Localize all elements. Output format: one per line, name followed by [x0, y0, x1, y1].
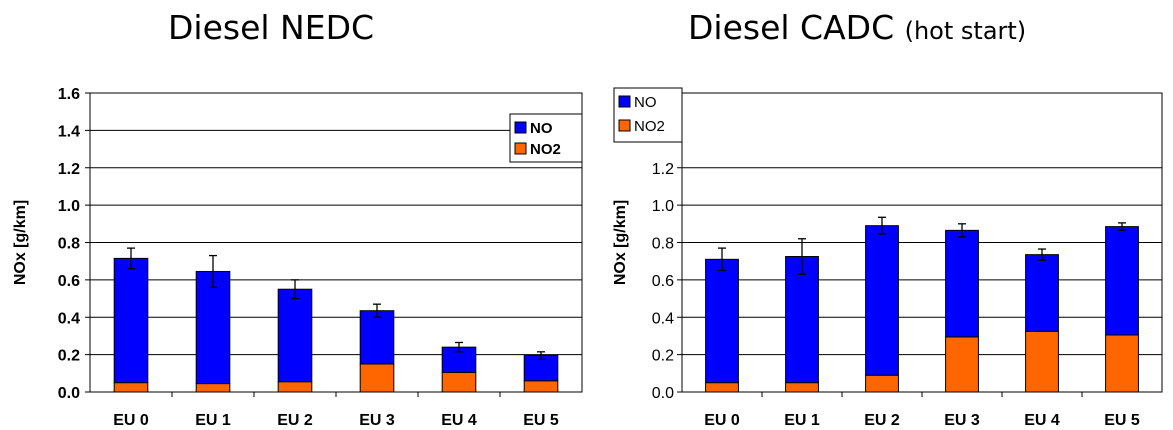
- chart-2-ytick-label: 0.2: [652, 348, 674, 365]
- chart-1-bar-no2: [359, 363, 395, 393]
- chart-1-ytick-label: 0.4: [58, 310, 80, 327]
- chart-2-legend-swatch-no2: [618, 119, 631, 132]
- chart-2-xtick-label: EU 4: [1024, 412, 1060, 429]
- chart-1-ytick-label: 1.2: [58, 161, 80, 178]
- chart-1-bar-no: [195, 270, 231, 385]
- chart-2-bar-no2: [945, 336, 979, 393]
- chart-2-ytick-label: 1.2: [652, 161, 674, 178]
- chart-1-title-text: Diesel NEDC: [168, 8, 375, 47]
- chart-2-xtick-label: EU 0: [704, 412, 740, 429]
- chart-1-legend-swatch-no: [514, 121, 527, 134]
- chart-1-bar-no: [359, 310, 395, 365]
- chart-2-ytick-label: 0.6: [652, 273, 674, 290]
- chart-2-xtick-label: EU 1: [784, 412, 820, 429]
- chart-1-bar-no2: [113, 382, 149, 393]
- chart-1-xtick-label: EU 1: [195, 412, 231, 429]
- chart-1-bar-no: [277, 288, 313, 383]
- chart-2-legend-label-no2: NO2: [634, 118, 665, 135]
- chart-1-bar-no2: [277, 381, 313, 393]
- chart-1-xtick-label: EU 0: [113, 412, 149, 429]
- chart-2-title-text: Diesel CADC: [688, 8, 895, 47]
- chart-1-xtick-label: EU 5: [523, 412, 559, 429]
- chart-2-bar-no: [1025, 254, 1059, 332]
- chart-2-ytick-label: 1.0: [652, 198, 674, 215]
- chart-2-ytick-label: 0.8: [652, 236, 674, 253]
- chart-1-ytick-label: 1.6: [58, 86, 80, 103]
- chart-2-bar-no2: [1025, 330, 1059, 393]
- chart-1-xtick-label: EU 2: [277, 412, 313, 429]
- chart-2-ytick-label: 0.4: [652, 310, 674, 327]
- chart-1-ylabel: NOx [g/km]: [12, 200, 29, 285]
- chart-2-bar-no2: [705, 382, 739, 393]
- chart-2-xtick-label: EU 3: [944, 412, 980, 429]
- chart-2-xtick-label: EU 2: [864, 412, 900, 429]
- chart-2-bar-no: [785, 256, 819, 384]
- chart-1-bar-no: [113, 257, 149, 384]
- chart-1-legend-swatch-no2: [514, 142, 527, 155]
- chart-1-bar-no2: [523, 380, 559, 393]
- chart-1-ytick-label: 0.2: [58, 348, 80, 365]
- chart-2-subtitle: (hot start): [904, 17, 1027, 45]
- chart-1-bar-no2: [195, 383, 231, 393]
- chart-1-legend-label-no: NO: [530, 120, 553, 137]
- chart-2-title: Diesel CADC (hot start): [688, 8, 1026, 47]
- chart-2-bar-no: [865, 225, 899, 376]
- chart-1-ytick-label: 0.0: [58, 385, 80, 402]
- chart-2-legend-swatch-no: [618, 95, 631, 108]
- chart-1-xtick-label: EU 3: [359, 412, 395, 429]
- chart-2-bar-no: [705, 258, 739, 384]
- chart-1-ytick-label: 1.4: [58, 123, 80, 140]
- chart-1-ytick-label: 0.6: [58, 273, 80, 290]
- chart-1-legend-label-no2: NO2: [530, 141, 561, 158]
- chart-1-ytick-label: 1.0: [58, 198, 80, 215]
- chart-2-bar-no2: [785, 382, 819, 393]
- chart-2-bar-no: [945, 229, 979, 338]
- chart-2-bar-no: [1105, 226, 1139, 336]
- chart-2-bar-no2: [1105, 334, 1139, 393]
- chart-1-title: Diesel NEDC: [168, 8, 374, 47]
- chart-2-ytick-label: 0.0: [652, 385, 674, 402]
- chart-2-xtick-label: EU 5: [1104, 412, 1140, 429]
- chart-2-bar-no2: [865, 374, 899, 393]
- chart-2-ylabel: NOx [g/km]: [612, 200, 629, 285]
- chart-1-xtick-label: EU 4: [441, 412, 477, 429]
- chart-1-bar-no2: [441, 371, 477, 393]
- chart-2-legend-label-no: NO: [634, 94, 657, 111]
- chart-1-ytick-label: 0.8: [58, 236, 80, 253]
